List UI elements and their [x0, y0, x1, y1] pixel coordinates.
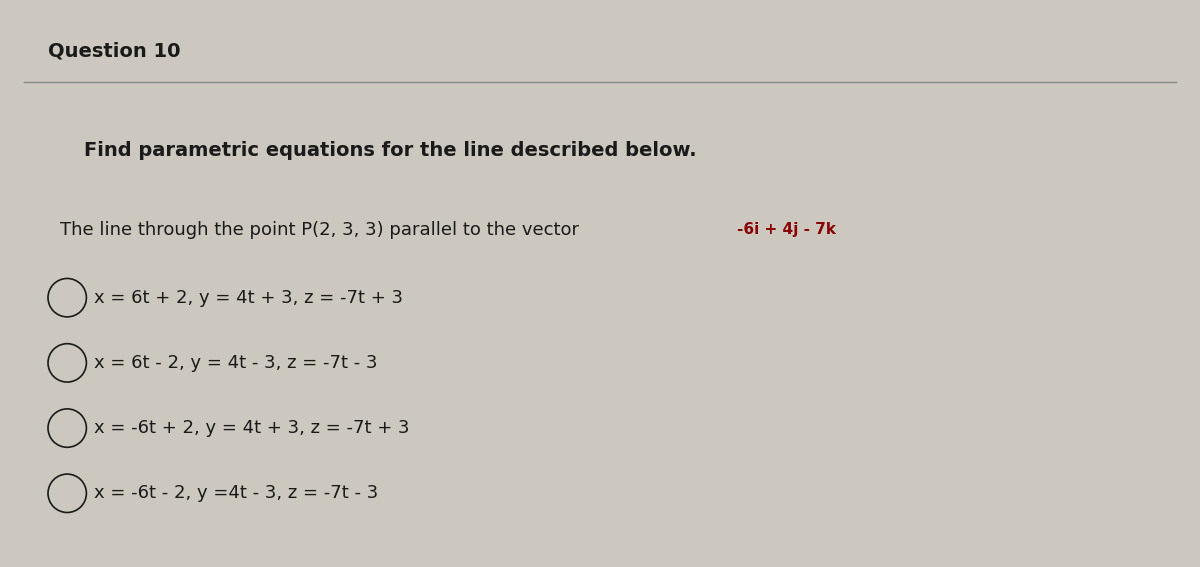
Text: x = 6t + 2, y = 4t + 3, z = -7t + 3: x = 6t + 2, y = 4t + 3, z = -7t + 3: [94, 289, 403, 307]
Text: x = -6t + 2, y = 4t + 3, z = -7t + 3: x = -6t + 2, y = 4t + 3, z = -7t + 3: [94, 419, 409, 437]
Text: The line through the point P(2, 3, 3) parallel to the vector: The line through the point P(2, 3, 3) pa…: [60, 221, 584, 239]
Text: Find parametric equations for the line described below.: Find parametric equations for the line d…: [84, 141, 697, 160]
Text: x = -6t - 2, y =4t - 3, z = -7t - 3: x = -6t - 2, y =4t - 3, z = -7t - 3: [94, 484, 378, 502]
Text: -6i + 4j - 7k: -6i + 4j - 7k: [737, 222, 836, 237]
Text: x = 6t - 2, y = 4t - 3, z = -7t - 3: x = 6t - 2, y = 4t - 3, z = -7t - 3: [94, 354, 377, 372]
Text: Question 10: Question 10: [48, 41, 180, 61]
